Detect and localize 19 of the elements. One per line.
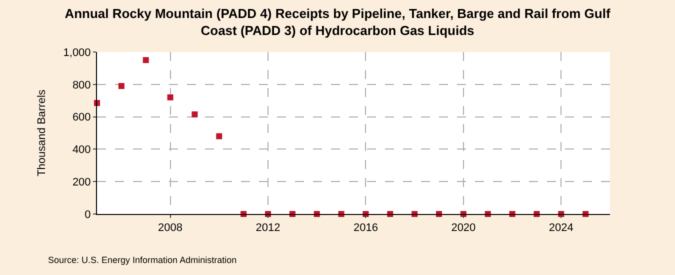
- point: [118, 83, 124, 90]
- y-tick-label: 800: [72, 79, 91, 92]
- y-axis-title: Thousand Barrels: [36, 89, 48, 176]
- point: [192, 111, 198, 118]
- y-tick-label: 0: [84, 208, 91, 221]
- x-tick-label: 2012: [256, 222, 280, 234]
- source-note: Source: U.S. Energy Information Administration: [48, 255, 237, 265]
- chart-title: Annual Rocky Mountain (PADD 4) Receipts by Pipeline, Tanker, Barge and Rail from Gulf Coast (PADD 3) of Hydrocarbon Gas Liquids: [64, 6, 611, 38]
- y-tick-label: 1,000: [63, 46, 91, 59]
- x-tick-label: 2024: [548, 222, 574, 234]
- y-tick-label: 200: [72, 176, 91, 188]
- point: [142, 57, 149, 64]
- x-tick-label: 2016: [353, 222, 378, 234]
- point: [216, 133, 222, 140]
- x-tick-label: 2020: [451, 222, 476, 234]
- y-tick-label: 400: [72, 144, 91, 156]
- point: [167, 94, 174, 100]
- y-tick-label: 600: [72, 112, 91, 124]
- x-tick-label: 2008: [158, 222, 183, 234]
